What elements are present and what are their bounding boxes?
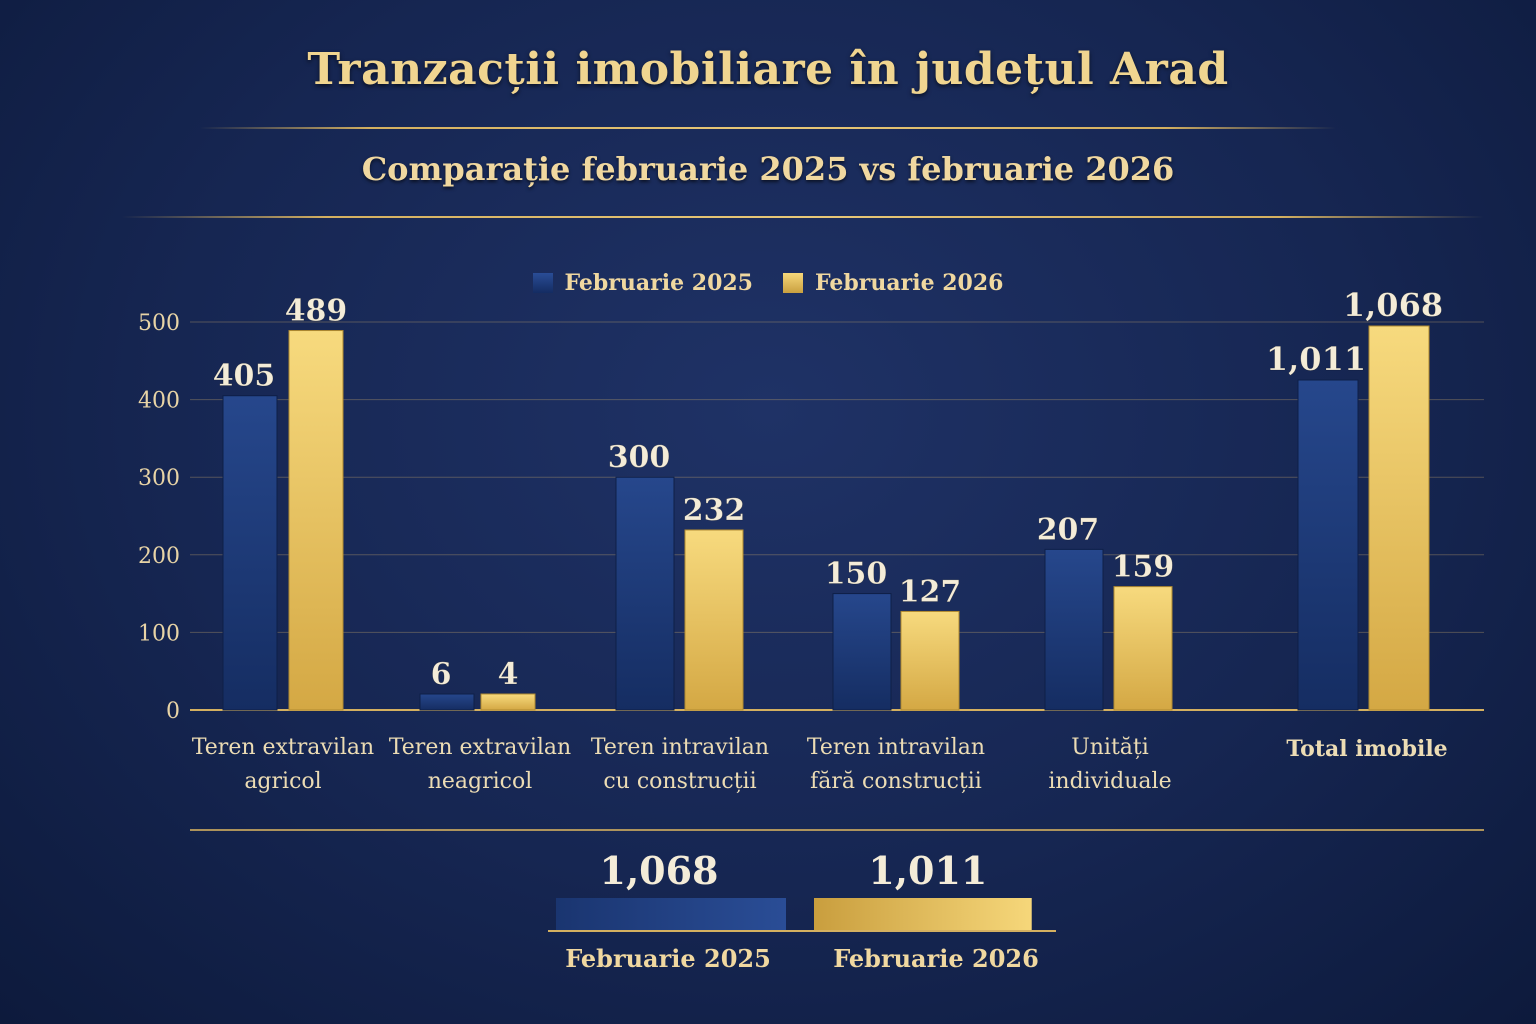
legend-label-2025: Februarie 2025 — [564, 270, 753, 296]
bar-2025 — [1044, 548, 1104, 711]
y-tick-label: 400 — [138, 389, 180, 414]
data-label: 1,068 — [1343, 286, 1443, 324]
bar-2026 — [1113, 586, 1173, 711]
data-label: 127 — [899, 574, 962, 609]
category-label: Unități — [1071, 735, 1149, 760]
category-label: Teren extravilan — [389, 735, 571, 760]
data-label: 4 — [498, 657, 519, 692]
legend-label-2026: Februarie 2026 — [815, 270, 1004, 296]
data-label: 207 — [1037, 512, 1100, 547]
x-axis-categories: Teren extravilan agricol Teren extravilan n… — [192, 735, 1448, 794]
bar-2026 — [1368, 325, 1430, 711]
bar-2026 — [288, 330, 344, 711]
data-label: 1,011 — [1266, 340, 1366, 378]
category-label: fără construcții — [810, 769, 982, 794]
data-label: 150 — [825, 557, 888, 592]
bar-2025 — [1297, 379, 1359, 711]
bar-2025 — [615, 476, 675, 711]
legend-swatch-2026 — [783, 273, 803, 293]
title-divider — [200, 127, 1336, 129]
summary-bar-2026 — [814, 898, 1032, 930]
bar-2025 — [832, 593, 892, 711]
category-label: Teren extravilan — [192, 735, 374, 760]
legend-item-2026: Februarie 2026 — [783, 270, 1003, 296]
y-axis-ticks: 0 100 200 300 400 500 — [138, 311, 180, 724]
y-tick-label: 500 — [138, 311, 180, 336]
bar-2026 — [900, 610, 960, 711]
summary-bar-2025 — [556, 898, 786, 930]
y-tick-label: 300 — [138, 466, 180, 491]
data-label: 232 — [683, 493, 746, 528]
legend-swatch-2025 — [532, 273, 553, 293]
category-label: neagricol — [428, 769, 533, 794]
summary-value-label: 1,068 — [600, 848, 719, 893]
summary-label-2025: Februarie 2025 — [565, 944, 771, 973]
y-tick-label: 100 — [138, 621, 180, 646]
data-label: 489 — [285, 294, 348, 329]
y-tick-label: 0 — [166, 699, 180, 724]
category-label: cu construcții — [603, 769, 756, 794]
category-label: Total imobile — [1286, 736, 1447, 762]
summary-label-2026: Februarie 2026 — [833, 944, 1039, 973]
data-label: 300 — [608, 440, 671, 475]
legend-item-2025: Februarie 2025 — [532, 270, 753, 296]
subtitle-divider — [122, 216, 1484, 218]
bars — [222, 325, 1430, 711]
category-label: agricol — [244, 769, 321, 794]
legend: Februarie 2025 Februarie 2026 — [0, 270, 1536, 296]
chart-title: Tranzacții imobiliare în județul Arad — [307, 44, 1229, 95]
bar-2025 — [419, 693, 475, 711]
y-tick-label: 200 — [138, 544, 180, 569]
bar-2025 — [222, 395, 278, 711]
chart-subtitle: Comparație februarie 2025 vs februarie 2… — [361, 150, 1175, 188]
data-label: 159 — [1112, 550, 1175, 585]
category-label: individuale — [1048, 769, 1171, 794]
summary-value-label: 1,011 — [868, 848, 987, 893]
bar-2026 — [684, 529, 744, 711]
category-label: Teren intravilan — [807, 735, 985, 760]
category-label: Teren intravilan — [591, 735, 769, 760]
data-label: 6 — [431, 657, 452, 692]
bar-2026 — [480, 693, 536, 711]
summary-bars: 1,068 1,011 — [190, 829, 1484, 932]
data-labels: 405 489 6 4 300 232 150 127 207 159 1,011 1,068 — [212, 286, 1443, 693]
data-label: 405 — [213, 359, 276, 394]
